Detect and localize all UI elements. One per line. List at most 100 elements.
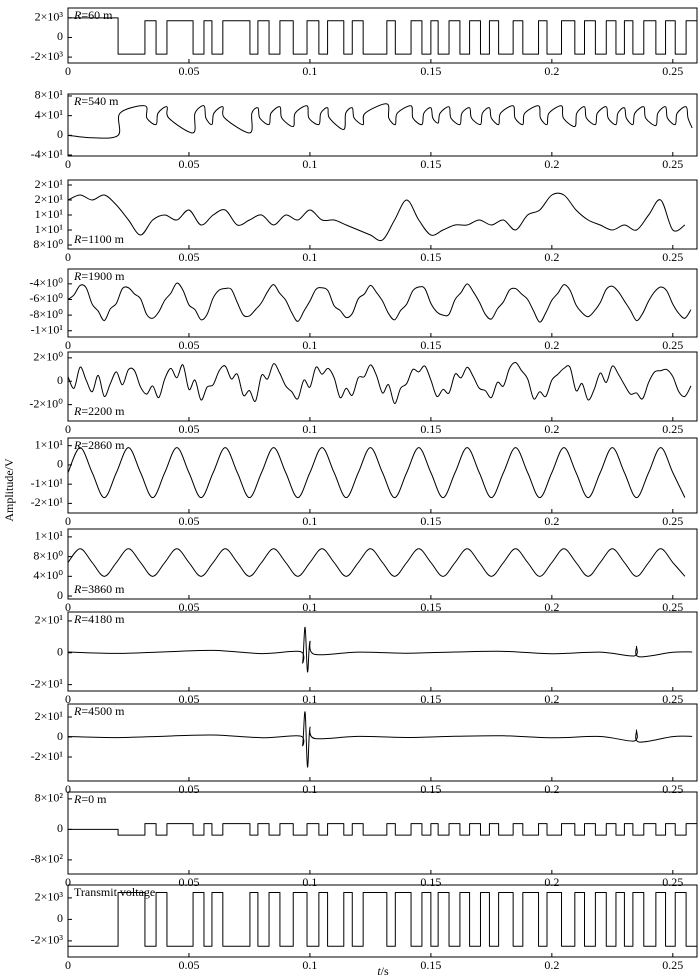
y-tick-label: 8×10⁰: [33, 548, 63, 562]
panel-label: Transmit voltage: [74, 885, 155, 899]
y-tick-label: -1×10¹: [31, 476, 64, 490]
trace: [67, 192, 686, 242]
plot-frame: [67, 703, 698, 782]
x-tick-label: 0.05: [178, 600, 199, 614]
x-tick-label: 0.05: [178, 692, 199, 706]
x-tick-label: 0: [65, 600, 71, 614]
y-tick-label: 0: [57, 729, 63, 743]
trace: [67, 447, 686, 499]
y-tick-label: 2×10⁰: [33, 350, 63, 364]
panel-label: R=2200 m: [73, 404, 125, 418]
x-tick-label: 0.2: [544, 338, 559, 352]
y-tick-label: 2×10¹: [35, 192, 64, 206]
x-tick-label: 0.15: [420, 157, 441, 171]
y-tick-label: -2×10¹: [31, 749, 64, 763]
x-tick-label: 0.25: [662, 422, 683, 436]
x-tick-label: 0.15: [420, 250, 441, 264]
x-tick-label: 0.1: [302, 958, 317, 972]
y-tick-label: -8×10⁰: [29, 307, 63, 321]
plot-frame: [67, 611, 698, 692]
y-tick-label: 1×10¹: [35, 222, 64, 236]
x-tick-label: 0.2: [544, 157, 559, 171]
plot-frame: [67, 437, 698, 514]
x-tick-label: 0.15: [420, 422, 441, 436]
x-tick-label: 0.1: [302, 875, 317, 889]
x-tick-label: 0.05: [178, 64, 199, 78]
x-tick-label: 0.05: [178, 782, 199, 796]
x-tick-label: 0.25: [662, 338, 683, 352]
panel-label: R=3860 m: [73, 582, 125, 596]
x-tick-label: 0.1: [302, 338, 317, 352]
trace: [67, 711, 693, 768]
panel-label: R=4500 m: [73, 704, 125, 718]
y-tick-label: 0: [57, 29, 63, 43]
y-tick-label: 8×10²: [35, 791, 64, 805]
trace: [68, 823, 697, 836]
panel-label: R=2860 m: [73, 438, 125, 452]
x-tick-label: 0.1: [302, 782, 317, 796]
y-tick-label: 1×10¹: [35, 207, 64, 221]
y-tick-label: 0: [57, 127, 63, 141]
plot-frame: [67, 93, 698, 157]
trace: [67, 282, 692, 323]
panel-label: R=540 m: [73, 94, 119, 108]
x-tick-label: 0.15: [420, 64, 441, 78]
x-tick-label: 0.2: [544, 692, 559, 706]
x-tick-label: 0.25: [662, 958, 683, 972]
x-tick-label: 0.25: [662, 600, 683, 614]
y-tick-label: -6×10⁰: [29, 291, 63, 305]
x-tick-label: 0.25: [662, 157, 683, 171]
x-tick-label: 0.05: [178, 514, 199, 528]
y-tick-label: 0: [57, 373, 63, 387]
x-tick-label: 0: [65, 958, 71, 972]
x-tick-label: 0.1: [302, 600, 317, 614]
x-tick-label: 0.15: [420, 958, 441, 972]
x-tick-label: 0.25: [662, 692, 683, 706]
x-tick-label: 0.25: [662, 250, 683, 264]
y-tick-label: 2×10¹: [35, 613, 64, 627]
x-tick-label: 0.05: [178, 958, 199, 972]
x-tick-label: 0.15: [420, 692, 441, 706]
x-tick-label: 0.2: [544, 250, 559, 264]
y-tick-label: 2×10¹: [35, 177, 64, 191]
x-tick-label: 0: [65, 782, 71, 796]
panel-label: R=60 m: [73, 8, 113, 22]
x-tick-label: 0.2: [544, 958, 559, 972]
y-tick-label: 2×10¹: [35, 709, 64, 723]
y-axis-label: Amplitude/V: [2, 458, 16, 522]
panel-label: R=1100 m: [73, 232, 125, 246]
x-tick-label: 0.05: [178, 250, 199, 264]
panel-label: R=4180 m: [73, 612, 125, 626]
trace: [68, 892, 697, 947]
x-tick-label: 0.15: [420, 782, 441, 796]
x-tick-label: 0: [65, 64, 71, 78]
plot-frame: [67, 351, 698, 422]
plot-frame: [67, 179, 698, 250]
x-tick-label: 0.25: [662, 514, 683, 528]
trace: [67, 103, 693, 139]
y-tick-label: 8×10⁰: [33, 237, 63, 251]
plot-frame: [67, 528, 698, 600]
x-tick-label: 0.2: [544, 875, 559, 889]
y-tick-label: 4×10¹: [35, 107, 64, 121]
panel-label: R=1900 m: [73, 269, 125, 283]
x-tick-label: 0.05: [178, 157, 199, 171]
x-tick-label: 0.2: [544, 782, 559, 796]
x-tick-label: 0: [65, 692, 71, 706]
x-tick-label: 0.05: [178, 875, 199, 889]
x-tick-label: 0.15: [420, 875, 441, 889]
y-tick-label: 0: [57, 821, 63, 835]
x-tick-label: 0.1: [302, 692, 317, 706]
x-tick-label: 0.25: [662, 782, 683, 796]
y-tick-label: 8×10¹: [35, 88, 64, 102]
trace: [67, 362, 692, 404]
y-tick-label: 1×10¹: [35, 529, 64, 543]
y-tick-label: 0: [57, 588, 63, 602]
x-tick-label: 0.15: [420, 338, 441, 352]
x-tick-label: 0.1: [302, 64, 317, 78]
trace: [67, 548, 686, 577]
x-tick-label: 0.1: [302, 422, 317, 436]
plot-frame: [67, 7, 698, 64]
x-tick-label: 0: [65, 338, 71, 352]
